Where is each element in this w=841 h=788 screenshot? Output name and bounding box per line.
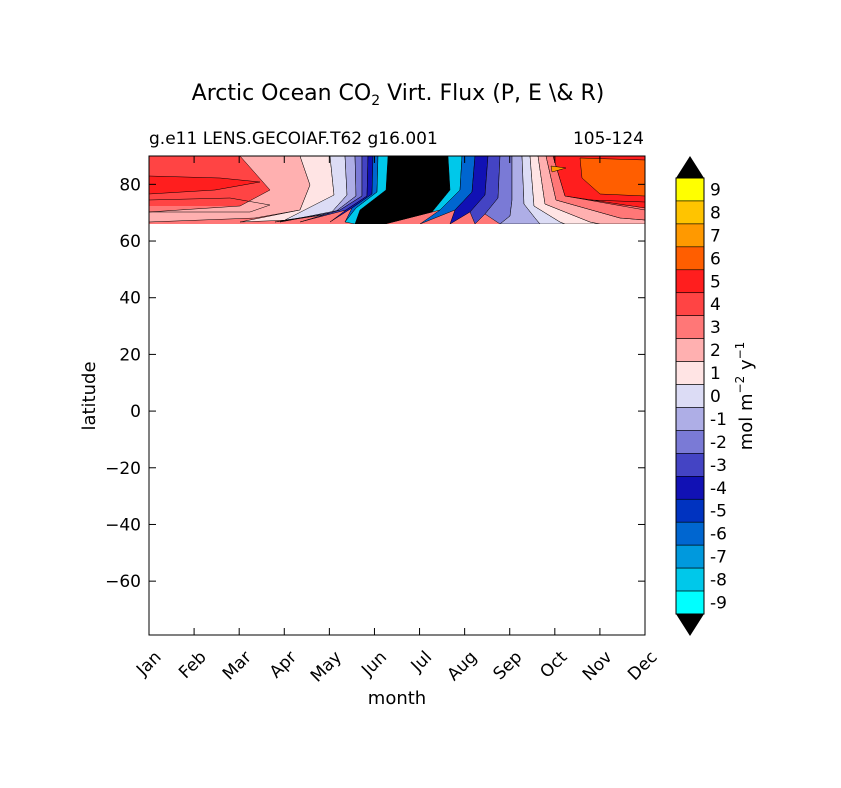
colorbar-segment [675, 315, 705, 339]
colorbar-tick-label: -8 [710, 571, 727, 591]
contour-jan-red [149, 175, 261, 195]
x-axis-label: month [368, 688, 426, 709]
subtitle-right: 105-124 [573, 129, 644, 149]
colorbar-tick-label: -4 [710, 479, 727, 499]
chart-title: Arctic Ocean CO2 Virt. Flux (P, E \& R) [192, 81, 605, 109]
colorbar-segment [675, 498, 705, 523]
colorbar-label-main: mol m [736, 393, 757, 450]
colorbar-frame [675, 177, 705, 615]
colorbar-tick-label: 9 [710, 180, 721, 200]
contour-summer-black [355, 156, 450, 224]
colorbar-tick-label: -5 [710, 502, 727, 522]
colorbar-segment [675, 453, 705, 477]
colorbar-segment [675, 361, 705, 385]
colorbar-tick-label: 3 [710, 318, 721, 338]
colorbar-segment [675, 338, 705, 362]
colorbar-extend-max [676, 156, 704, 178]
colorbar-tick-label: -7 [710, 548, 727, 568]
contour-band [149, 156, 645, 224]
title-subscript: 2 [371, 93, 380, 109]
colorbar-segment [675, 407, 705, 431]
y-tick-label: −40 [105, 515, 141, 535]
colorbar-tick-label: 4 [710, 295, 721, 315]
colorbar-tick-label: 5 [710, 272, 721, 292]
colorbar-segment [675, 590, 705, 615]
contour-autumn-orange [579, 157, 645, 197]
plot-frame [148, 155, 646, 636]
colorbar-extend-min [676, 614, 704, 636]
colorbar-segment [675, 269, 705, 294]
colorbar: 9 8 7 6 5 4 3 2 1 0 -1 -2 -3 -4 -5 -6 -7 -8 -9 [675, 156, 727, 636]
colorbar-tick-label: 0 [710, 387, 721, 407]
colorbar-segment [675, 177, 705, 202]
colorbar-tick-label: -9 [710, 594, 727, 614]
y-tick-label: 20 [119, 345, 141, 365]
colorbar-segment [675, 476, 705, 500]
colorbar-tick-label: -2 [710, 433, 727, 453]
colorbar-segment [675, 521, 705, 546]
contour-line-1 [149, 197, 271, 213]
y-axis: 80 60 40 20 0 −20 −40 −60 [105, 175, 645, 592]
colorbar-segment [675, 384, 705, 408]
y-tick-label: 60 [119, 232, 141, 252]
colorbar-segment [675, 223, 705, 248]
title-main: Arctic Ocean CO [192, 81, 372, 106]
y-tick-label: 0 [130, 402, 141, 422]
colorbar-tick-label: 2 [710, 341, 721, 361]
colorbar-tick-label: -3 [710, 456, 727, 476]
colorbar-segment [675, 430, 705, 454]
colorbar-label-mid: y [736, 359, 757, 376]
contour-line-2 [589, 199, 645, 203]
colorbar-segment [675, 200, 705, 225]
title-rest: Virt. Flux (P, E \& R) [380, 81, 604, 106]
y-axis-label: latitude [79, 361, 100, 430]
colorbar-label-exp2: −1 [733, 342, 747, 360]
colorbar-tick-label: 8 [710, 203, 721, 223]
subtitle-left: g.e11 LENS.GECOIAF.T62 g16.001 [149, 129, 438, 149]
contour-autumn-orange-spot [550, 165, 567, 173]
y-tick-label: −20 [105, 459, 141, 479]
colorbar-tick-label: 1 [710, 364, 721, 384]
y-tick-label: 80 [119, 175, 141, 195]
y-tick-label: 40 [119, 289, 141, 309]
colorbar-tick-label: -1 [710, 410, 727, 430]
colorbar-segment [675, 292, 705, 316]
colorbar-tick-label: 7 [710, 226, 721, 246]
colorbar-segment [675, 544, 705, 569]
colorbar-label: mol m−2 y−1 [733, 342, 757, 451]
colorbar-label-exp1: −2 [733, 376, 747, 394]
colorbar-segment [675, 567, 705, 592]
colorbar-segment [675, 246, 705, 271]
y-tick-label: −60 [105, 572, 141, 592]
colorbar-tick-label: -6 [710, 525, 727, 545]
colorbar-tick-label: 6 [710, 249, 721, 269]
